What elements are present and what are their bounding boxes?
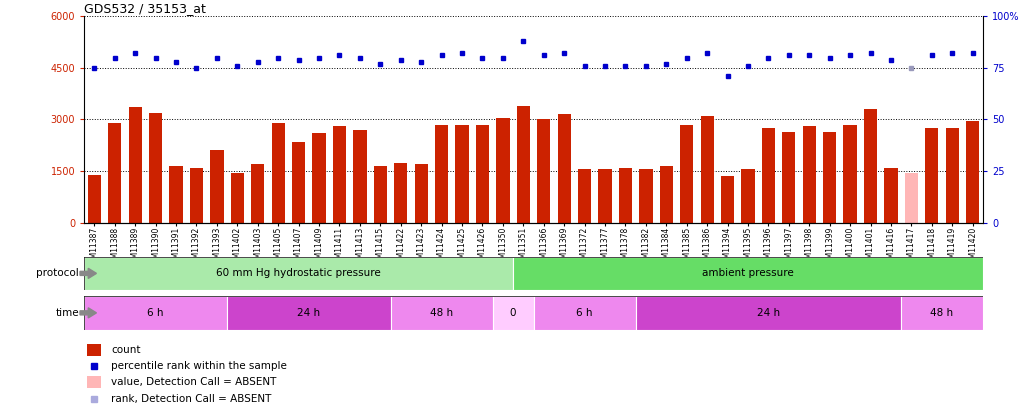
Bar [476,125,489,223]
Bar [332,126,346,223]
Bar [537,119,550,223]
Bar [639,169,653,223]
Bar [966,121,980,223]
Text: 48 h: 48 h [430,308,453,318]
Bar [394,162,407,223]
Bar [782,132,795,223]
Bar [884,168,898,223]
Bar [843,125,857,223]
Bar [802,126,816,223]
Bar [87,344,102,356]
Bar [292,142,306,223]
Bar [701,116,714,223]
Text: 24 h: 24 h [298,308,320,318]
Bar [149,113,162,223]
Bar [905,173,918,223]
Bar [901,296,983,330]
Text: GDS532 / 35153_at: GDS532 / 35153_at [84,2,206,15]
Bar [210,150,224,223]
Bar [497,118,510,223]
Bar [391,296,492,330]
Bar [636,296,901,330]
Bar [231,173,244,223]
Bar [557,114,570,223]
Text: 48 h: 48 h [931,308,953,318]
Bar [578,169,591,223]
Bar [128,107,142,223]
Bar [251,164,265,223]
Bar [761,128,775,223]
Bar [513,257,983,290]
Bar [435,125,448,223]
Bar [492,296,534,330]
Text: rank, Detection Call = ABSENT: rank, Detection Call = ABSENT [111,394,272,403]
Text: count: count [111,345,141,355]
Bar [680,125,694,223]
Bar [415,164,428,223]
Bar [373,166,387,223]
Bar [925,128,939,223]
Bar [87,377,102,388]
Bar [946,128,959,223]
Text: ambient pressure: ambient pressure [702,269,794,278]
Text: 0: 0 [510,308,516,318]
Bar [190,168,203,223]
Text: value, Detection Call = ABSENT: value, Detection Call = ABSENT [111,377,276,387]
Bar [619,168,632,223]
Bar [87,175,101,223]
Bar [272,123,285,223]
Text: percentile rank within the sample: percentile rank within the sample [111,361,287,371]
Bar [84,257,513,290]
Bar [169,166,183,223]
Text: 6 h: 6 h [577,308,593,318]
Text: 6 h: 6 h [148,308,164,318]
Bar [864,109,877,223]
Bar [742,169,755,223]
Bar [823,132,836,223]
Bar [312,133,325,223]
Bar [721,176,735,223]
Bar [353,130,366,223]
Bar [227,296,391,330]
Bar [660,166,673,223]
Bar [517,106,530,223]
Text: 24 h: 24 h [757,308,780,318]
Bar [84,296,227,330]
Bar [598,169,611,223]
Text: time: time [55,308,79,318]
Text: protocol: protocol [36,269,79,278]
Bar [108,123,121,223]
Bar [456,125,469,223]
Text: 60 mm Hg hydrostatic pressure: 60 mm Hg hydrostatic pressure [216,269,381,278]
Bar [534,296,636,330]
